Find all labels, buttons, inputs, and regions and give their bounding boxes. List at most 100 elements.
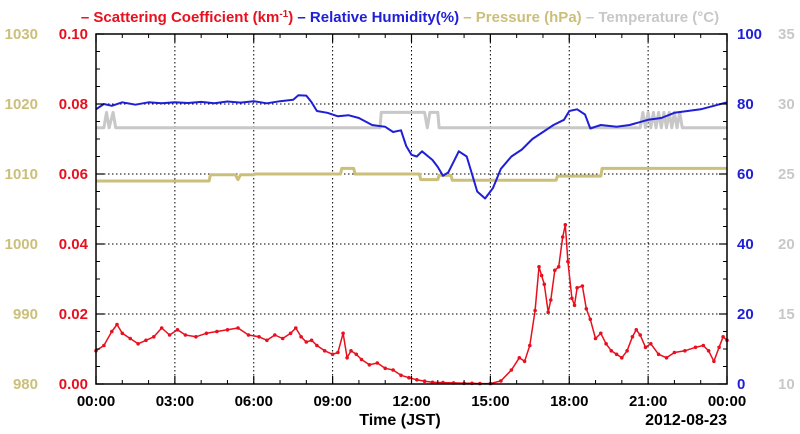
y-tick-label-pressure: 980 [13, 376, 38, 393]
data-point-scattering [215, 329, 219, 334]
data-point-scattering [288, 331, 293, 336]
y-tick-label-humidity: 100 [737, 26, 762, 43]
x-tick-label: 00:00 [77, 393, 115, 410]
data-point-scattering [553, 268, 557, 273]
legend-pressure: – Pressure (hPa) [459, 9, 582, 26]
data-point-scattering [336, 350, 340, 355]
y-tick-label-scattering: 0.06 [59, 166, 88, 183]
data-point-scattering [509, 368, 514, 372]
data-point-scattering [299, 335, 303, 339]
data-point-scattering [236, 326, 240, 330]
data-point-scattering [537, 265, 541, 269]
data-point-scattering [533, 308, 537, 313]
x-tick-label: 21:00 [629, 393, 667, 410]
data-point-scattering [359, 357, 364, 362]
y-tick-label-temperature: 30 [778, 96, 795, 113]
data-point-scattering [609, 349, 614, 353]
y-tick-label-scattering: 0.00 [59, 376, 88, 393]
data-point-scattering [570, 296, 574, 301]
y-tick-label-pressure: 990 [13, 306, 38, 323]
data-point-scattering [304, 340, 309, 344]
data-point-scattering [620, 356, 624, 360]
legend-temperature: C) [703, 9, 719, 26]
legend-scattering: ) [288, 9, 293, 26]
data-point-scattering [566, 259, 570, 264]
data-point-scattering [721, 335, 725, 339]
data-point-scattering [399, 373, 403, 378]
data-point-scattering [345, 356, 349, 360]
legend-temperature: ° [697, 9, 703, 26]
x-tick-label: 00:00 [708, 393, 746, 410]
x-tick-label: 06:00 [235, 393, 273, 410]
data-point-scattering [110, 329, 114, 334]
data-point-scattering [672, 350, 677, 355]
data-point-scattering [580, 284, 585, 288]
data-point-scattering [625, 349, 629, 353]
x-axis-label: Time (JST) [359, 412, 441, 429]
data-point-scattering [265, 338, 269, 343]
data-point-scattering [599, 331, 603, 336]
data-point-scattering [638, 333, 642, 337]
data-point-scattering [706, 349, 711, 353]
data-point-scattering [391, 368, 395, 372]
data-point-scattering [588, 317, 593, 322]
data-point-scattering [614, 352, 619, 357]
x-tick-label: 18:00 [550, 393, 588, 410]
y-tick-label-humidity: 80 [737, 96, 754, 113]
data-point-scattering [167, 333, 172, 337]
data-point-scattering [294, 326, 298, 330]
data-point-scattering [542, 282, 547, 287]
legend-text: – Scattering Coefficient (km-1) – Relati… [81, 9, 719, 27]
data-point-scattering [128, 336, 132, 341]
data-point-scattering [383, 366, 388, 371]
data-point-scattering [354, 352, 359, 357]
data-point-scattering [367, 363, 372, 367]
data-point-scattering [701, 343, 706, 348]
data-point-scattering [683, 349, 687, 353]
x-tick-label: 09:00 [313, 393, 351, 410]
series-line-pressure [96, 166, 727, 183]
data-point-scattering [664, 356, 669, 360]
data-point-scattering [257, 335, 261, 339]
data-point-scattering [225, 328, 230, 332]
series-line-scattering [95, 224, 728, 385]
series-line-humidity [95, 94, 728, 200]
data-point-scattering [630, 335, 635, 339]
data-point-scattering [693, 345, 698, 350]
data-point-scattering [539, 273, 544, 278]
data-point-scattering [499, 379, 503, 383]
data-point-scattering [563, 223, 568, 227]
y-tick-label-pressure: 1020 [5, 96, 38, 113]
data-point-scattering [517, 356, 522, 360]
data-point-scattering [422, 379, 427, 384]
data-point-scattering [309, 338, 314, 343]
legend-scattering: – Scattering Coefficient (km [81, 9, 279, 26]
data-point-scattering [407, 375, 411, 380]
data-point-scattering [649, 342, 653, 346]
data-point-scattering [204, 331, 209, 336]
data-point-scattering [546, 310, 550, 315]
data-point-scattering [375, 361, 380, 365]
legend-humidity: – Relative Humidity(%) [293, 9, 459, 26]
data-point-scattering [575, 286, 579, 290]
date-label: 2012-08-23 [645, 412, 727, 429]
data-point-scattering [144, 338, 148, 343]
data-point-scattering [280, 336, 285, 341]
data-point-scattering [556, 265, 561, 269]
data-point-scattering [102, 343, 106, 348]
y-tick-label-pressure: 1000 [5, 236, 38, 253]
data-point-scattering [430, 380, 435, 385]
data-point-scattering [322, 349, 327, 353]
y-tick-label-humidity: 0 [737, 376, 745, 393]
data-point-scattering [341, 331, 345, 336]
x-axis: 00:00 03:00 06:00 09:00 12:00 15:00 18:00 21:00… [77, 34, 746, 410]
data-point-scattering [560, 235, 565, 239]
data-point-scattering [194, 335, 198, 339]
data-point-scattering [115, 322, 119, 327]
y-tick-label-temperature: 10 [778, 376, 795, 393]
x-tick-label: 15:00 [471, 393, 509, 410]
data-point-scattering [273, 333, 277, 337]
y-tick-label-scattering: 0.02 [59, 306, 88, 323]
data-point-scattering [415, 378, 419, 382]
data-point-scattering [522, 359, 527, 364]
